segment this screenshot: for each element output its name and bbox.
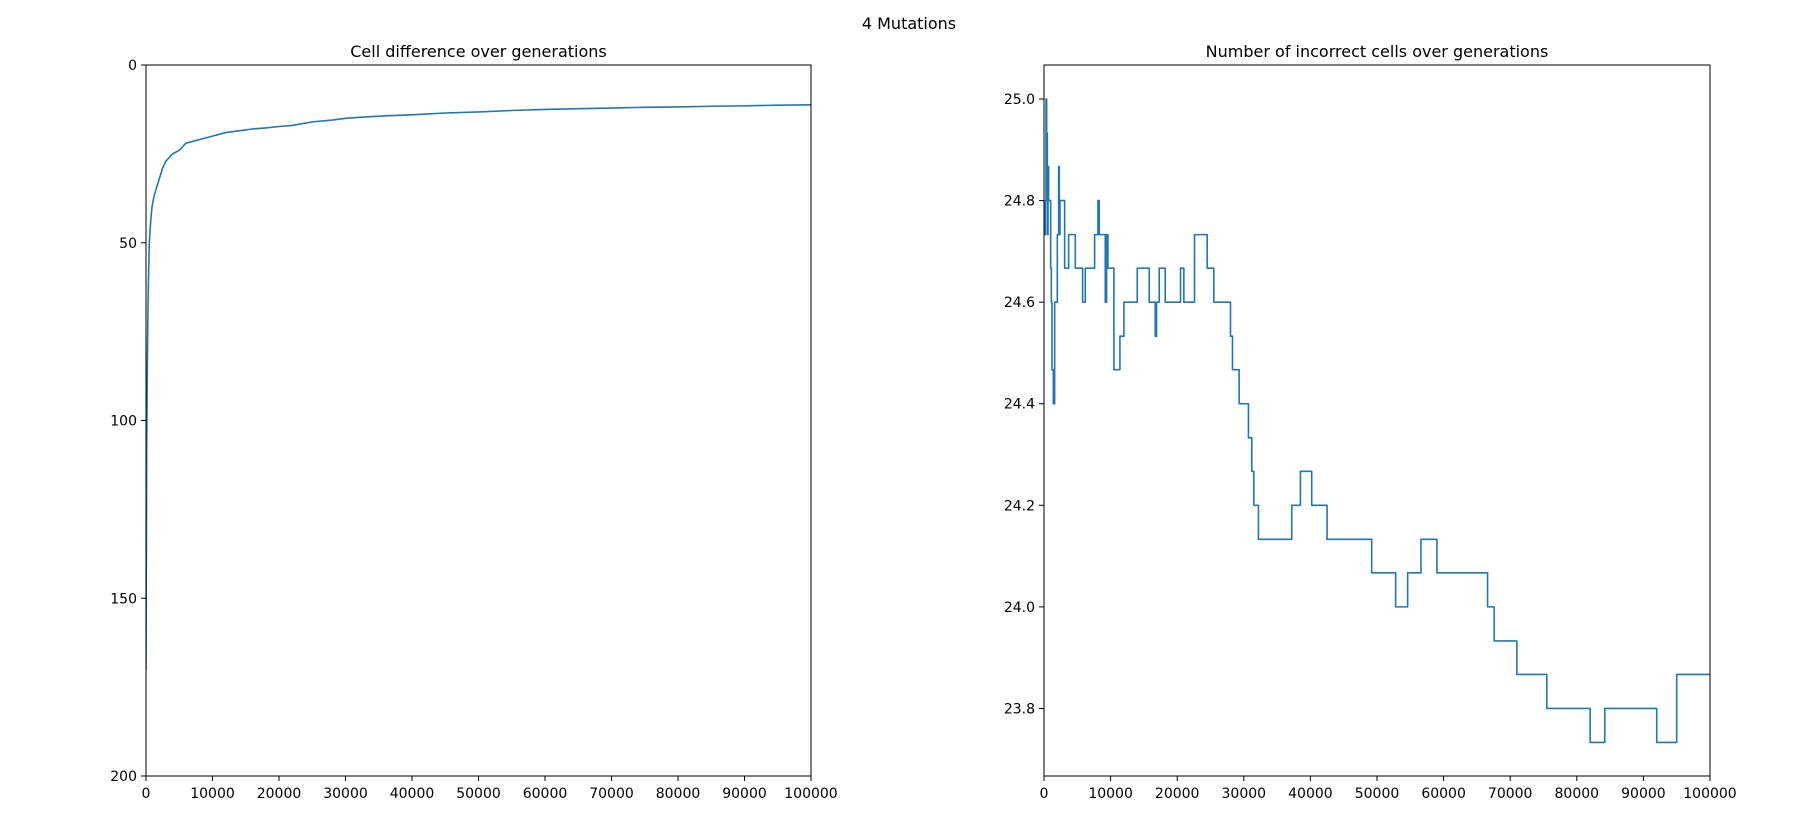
x-tick-label-incorrect-cells-4: 40000 — [1288, 786, 1333, 802]
y-tick-label-cell-difference-0: 0 — [128, 58, 137, 74]
y-tick-label-incorrect-cells-3: 24.4 — [1004, 397, 1035, 413]
x-tick-label-incorrect-cells-5: 50000 — [1355, 786, 1400, 802]
y-tick-label-cell-difference-1: 50 — [119, 236, 137, 252]
x-tick-label-incorrect-cells-6: 60000 — [1421, 786, 1466, 802]
x-tick-label-incorrect-cells-2: 20000 — [1155, 786, 1200, 802]
x-tick-label-cell-difference-6: 60000 — [523, 786, 568, 802]
chart-title-incorrect-cells: Number of incorrect cells over generatio… — [1206, 42, 1549, 61]
x-tick-label-cell-difference-2: 20000 — [257, 786, 302, 802]
x-tick-label-incorrect-cells-0: 0 — [1040, 786, 1049, 802]
chart-incorrect-cells: Number of incorrect cells over generatio… — [1004, 42, 1737, 802]
y-tick-label-incorrect-cells-5: 24.8 — [1004, 194, 1035, 210]
y-tick-label-incorrect-cells-6: 25.0 — [1004, 92, 1035, 108]
y-tick-label-cell-difference-4: 200 — [110, 769, 137, 785]
axes-frame-incorrect-cells — [1043, 64, 1711, 777]
x-tick-label-cell-difference-10: 100000 — [784, 786, 837, 802]
figure-suptitle: 4 Mutations — [861, 14, 957, 33]
x-tick-label-cell-difference-7: 70000 — [589, 786, 634, 802]
y-tick-label-incorrect-cells-4: 24.6 — [1004, 295, 1035, 311]
x-tick-label-incorrect-cells-7: 70000 — [1488, 786, 1533, 802]
x-tick-label-cell-difference-9: 90000 — [722, 786, 767, 802]
y-tick-label-cell-difference-3: 150 — [110, 591, 137, 607]
x-tick-label-cell-difference-3: 30000 — [323, 786, 368, 802]
x-tick-label-cell-difference-8: 80000 — [656, 786, 701, 802]
x-tick-label-incorrect-cells-10: 100000 — [1683, 786, 1736, 802]
x-tick-label-incorrect-cells-8: 80000 — [1555, 786, 1600, 802]
series-line-cell-difference-0 — [146, 104, 811, 670]
y-tick-label-incorrect-cells-2: 24.2 — [1004, 498, 1035, 514]
x-tick-label-cell-difference-4: 40000 — [390, 786, 435, 802]
x-tick-label-incorrect-cells-3: 30000 — [1222, 786, 1267, 802]
axes-frame-cell-difference — [145, 64, 812, 777]
x-tick-label-incorrect-cells-9: 90000 — [1621, 786, 1666, 802]
x-tick-label-incorrect-cells-1: 10000 — [1088, 786, 1133, 802]
x-tick-label-cell-difference-5: 50000 — [456, 786, 501, 802]
series-line-incorrect-cells-0 — [1044, 98, 1710, 744]
chart-cell-difference: Cell difference over generations 0 10000 20… — [110, 42, 837, 802]
chart-title-cell-difference: Cell difference over generations — [350, 42, 607, 61]
x-tick-label-cell-difference-0: 0 — [142, 786, 151, 802]
y-tick-label-incorrect-cells-0: 23.8 — [1004, 701, 1035, 717]
x-tick-label-cell-difference-1: 10000 — [190, 786, 235, 802]
y-tick-label-cell-difference-2: 100 — [110, 414, 137, 430]
y-tick-label-incorrect-cells-1: 24.0 — [1004, 600, 1035, 616]
